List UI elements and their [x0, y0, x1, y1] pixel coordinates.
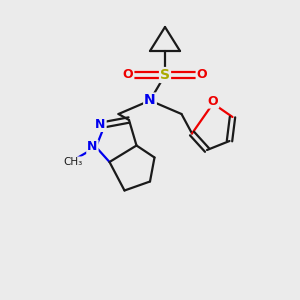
Text: O: O — [123, 68, 134, 82]
Text: N: N — [87, 140, 98, 154]
Text: N: N — [144, 94, 156, 107]
Text: O: O — [196, 68, 207, 82]
Text: O: O — [208, 94, 218, 108]
Text: S: S — [160, 68, 170, 82]
Text: N: N — [95, 118, 106, 131]
Text: CH₃: CH₃ — [64, 157, 83, 167]
